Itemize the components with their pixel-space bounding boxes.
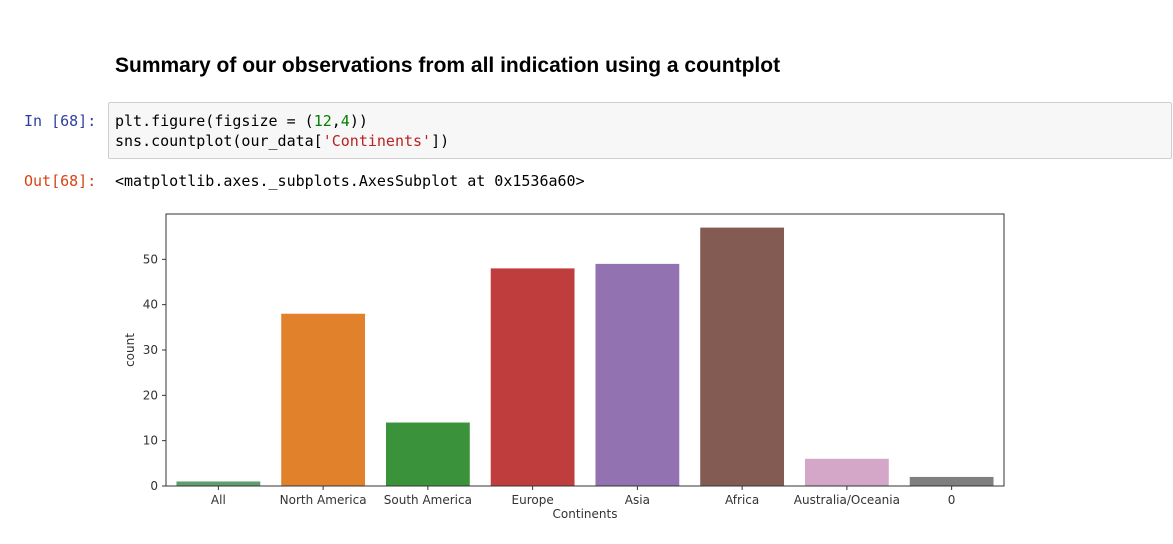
x-tick-label: Europe xyxy=(512,493,554,507)
y-tick-label: 50 xyxy=(143,252,158,266)
bar xyxy=(385,422,470,486)
markdown-heading: Summary of our observations from all ind… xyxy=(115,54,781,77)
code-token: ]) xyxy=(431,132,450,150)
code-string: 'Continents' xyxy=(322,132,432,150)
y-tick-label: 10 xyxy=(143,434,158,448)
code-number: 12 xyxy=(313,112,332,130)
x-tick-label: South America xyxy=(384,493,472,507)
code-token: )) xyxy=(349,112,368,130)
y-tick-label: 0 xyxy=(150,479,158,493)
x-tick-label: All xyxy=(211,493,226,507)
code-number: 4 xyxy=(340,112,350,130)
bar xyxy=(700,227,785,486)
plot-frame xyxy=(165,213,1005,487)
code-token: sns.countplot(our_data[ xyxy=(115,132,323,150)
bar xyxy=(595,263,680,486)
code-token: plt.figure(figsize = ( xyxy=(115,112,314,130)
x-tick-label: Asia xyxy=(625,493,650,507)
bar xyxy=(490,268,575,486)
x-axis-label: Continents xyxy=(553,507,618,521)
bar xyxy=(909,476,994,486)
countplot-chart: All North America South America Europe Asia A… xyxy=(123,213,1005,521)
input-prompt: In [68]: xyxy=(24,112,97,130)
code-line-1: plt.figure(figsize = (12,4)) xyxy=(115,111,1165,131)
bar xyxy=(804,458,889,486)
y-axis-label: count xyxy=(123,333,137,367)
x-tick-label: North America xyxy=(280,493,367,507)
bar xyxy=(281,313,366,486)
code-line-2: sns.countplot(our_data['Continents']) xyxy=(115,131,1165,151)
y-tick-label: 40 xyxy=(143,298,158,312)
code-token: , xyxy=(331,112,341,130)
y-tick-label: 20 xyxy=(143,388,158,402)
output-text: <matplotlib.axes._subplots.AxesSubplot a… xyxy=(115,172,585,190)
x-tick-label: Australia/Oceania xyxy=(794,493,900,507)
y-tick-label: 30 xyxy=(143,343,158,357)
bar xyxy=(176,481,261,486)
x-tick-label: 0 xyxy=(948,493,956,507)
output-prompt: Out[68]: xyxy=(24,172,97,190)
code-cell-editor[interactable]: plt.figure(figsize = (12,4)) sns.countpl… xyxy=(108,102,1172,159)
x-tick-label: Africa xyxy=(725,493,759,507)
